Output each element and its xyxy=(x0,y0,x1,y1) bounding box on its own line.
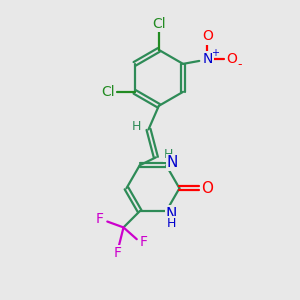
Text: H: H xyxy=(131,120,141,133)
Text: F: F xyxy=(96,212,104,226)
Text: Cl: Cl xyxy=(152,17,166,31)
Text: N: N xyxy=(202,52,213,67)
Text: O: O xyxy=(226,52,237,67)
Text: -: - xyxy=(237,58,242,71)
Text: N: N xyxy=(167,155,178,170)
Text: +: + xyxy=(211,48,219,58)
Text: F: F xyxy=(140,235,148,249)
Text: H: H xyxy=(164,148,173,161)
Text: Cl: Cl xyxy=(101,85,115,99)
Text: H: H xyxy=(167,217,176,230)
Text: N: N xyxy=(166,207,177,222)
Text: O: O xyxy=(201,181,213,196)
Text: O: O xyxy=(202,29,213,44)
Text: F: F xyxy=(114,246,122,260)
